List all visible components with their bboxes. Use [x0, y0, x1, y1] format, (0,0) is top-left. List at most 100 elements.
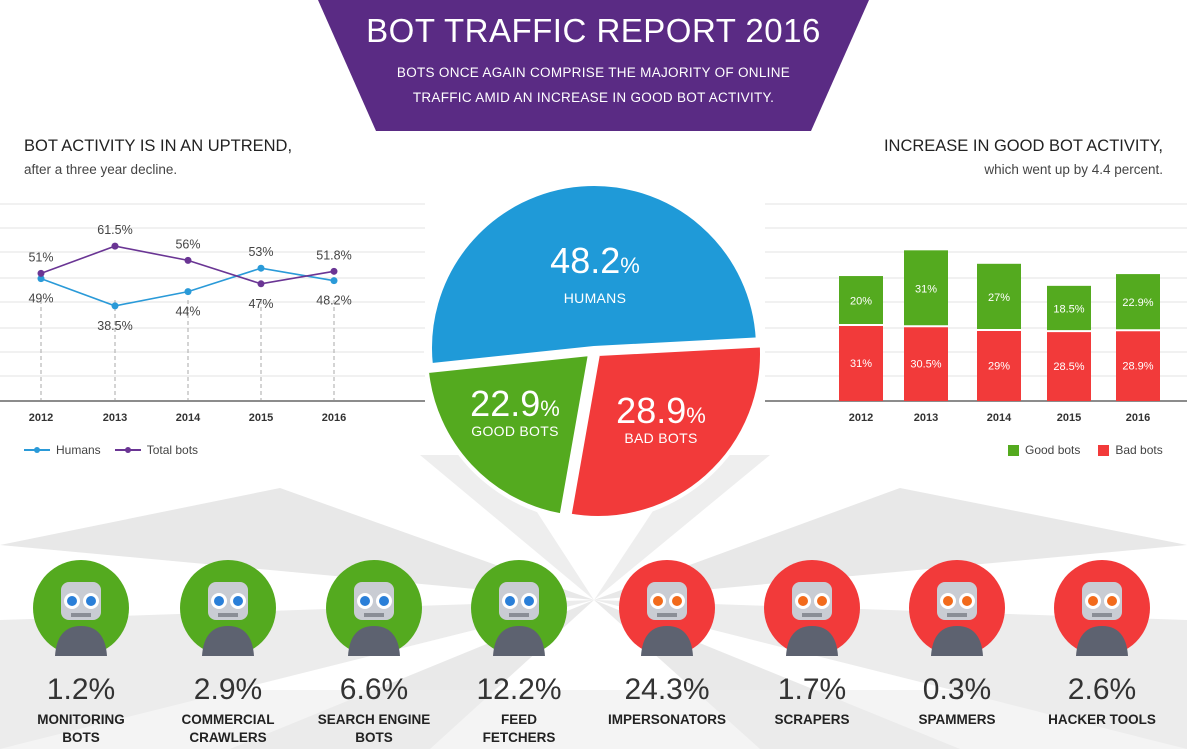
total-bots-data-label: 47%	[248, 297, 273, 311]
bot-category-name-line-2: FETCHERS	[482, 730, 556, 745]
zombie-robot-icon	[909, 560, 1005, 656]
good-bots-value-label: 18.5%	[1053, 304, 1084, 316]
humans-point	[37, 275, 45, 283]
bad-bots-value-label: 31%	[850, 358, 872, 370]
good-bots-bar	[977, 263, 1021, 330]
legend-total-bots-label: Total bots	[146, 443, 199, 457]
total-bots-point	[37, 269, 45, 277]
bot-category-percent: 1.7%	[777, 673, 847, 706]
bad-bots-legend-swatch	[1098, 444, 1110, 456]
good-bots-bar	[839, 276, 883, 326]
bad-bots-bar	[1047, 331, 1091, 401]
x-tick-label: 2016	[322, 412, 346, 424]
x-tick-label: 2014	[987, 412, 1012, 424]
line-chart-legend: Humans Total bots	[24, 443, 198, 457]
bot-category-name: HACKER TOOLS	[1027, 711, 1177, 729]
x-tick-label: 2015	[1057, 412, 1081, 424]
bot-category-name-line-2: CRAWLERS	[189, 730, 267, 745]
pie-good-bots-label: GOOD BOTS	[471, 423, 559, 439]
rays-background	[0, 455, 1187, 749]
humans-data-label: 38.5%	[97, 319, 132, 333]
pie-bad-bots-value: 28.9%	[616, 390, 706, 431]
bad-bots-bar	[1116, 330, 1160, 401]
total-bots-data-label: 51.8%	[316, 248, 351, 262]
bad-bots-value-label: 28.9%	[1122, 361, 1153, 373]
bot-category-name-line-1: FEED	[500, 712, 537, 727]
bad-bots-value-label: 28.5%	[1053, 361, 1084, 373]
bot-category-percent: 1.2%	[46, 673, 116, 706]
bot-category-name-line-1: MONITORING	[37, 712, 125, 727]
bot-category-name-line-1: COMMERCIAL	[181, 712, 275, 727]
mustache-robot-icon	[619, 560, 715, 656]
pie-slice-good-bots	[424, 351, 593, 518]
bot-category-name: MONITORING BOTS	[6, 711, 156, 747]
bad-bots-value-label: 30.5%	[910, 359, 941, 371]
bot-category-percent: 2.9%	[193, 673, 263, 706]
bot-category-name-line-1: SEARCH ENGINE	[317, 712, 431, 727]
x-tick-label: 2012	[849, 412, 873, 424]
legend-good-bots-label: Good bots	[1025, 443, 1081, 457]
humans-data-label: 48.2%	[316, 294, 351, 308]
bar-chart-legend: Good bots Bad bots	[1008, 443, 1163, 457]
x-tick-label: 2014	[176, 412, 201, 424]
courier-robot-icon	[471, 560, 567, 656]
total-bots-data-label: 61.5%	[97, 223, 132, 237]
humans-data-label: 53%	[248, 245, 273, 259]
x-tick-label: 2015	[249, 412, 273, 424]
bad-bots-bar	[977, 329, 1021, 401]
pie-slice-humans	[428, 182, 760, 368]
pie-humans-label: HUMANS	[563, 290, 627, 306]
total-bots-point	[184, 256, 192, 264]
left-section-title: BOT ACTIVITY IS IN AN UPTREND,	[24, 137, 293, 155]
humans-point	[111, 302, 119, 310]
bot-category-percent: 2.6%	[1067, 673, 1137, 706]
right-section-title: INCREASE IN GOOD BOT ACTIVITY,	[883, 137, 1163, 155]
nurse-robot-icon	[33, 560, 129, 656]
page-subtitle: BOTS ONCE AGAIN COMPRISE THE MAJORITY OF…	[0, 60, 1187, 110]
humans-point	[257, 264, 265, 272]
subtitle-line-2: TRAFFIC AMID AN INCREASE IN GOOD BOT ACT…	[412, 90, 775, 105]
hooded-robot-icon	[1054, 560, 1150, 656]
good-bots-value-label: 20%	[850, 296, 872, 308]
pie-humans-value: 48.2%	[550, 240, 640, 281]
header-banner	[318, 0, 869, 131]
bot-category-name: COMMERCIAL CRAWLERS	[153, 711, 303, 747]
good-bots-bar	[1047, 285, 1091, 332]
total-bots-data-label: 56%	[175, 237, 200, 251]
good-bots-value-label: 22.9%	[1122, 297, 1153, 309]
bot-category-name-line-1: SPAMMERS	[918, 712, 996, 727]
pie-bad-bots-label: BAD BOTS	[624, 430, 698, 446]
right-section-subtitle: which went up by 4.4 percent.	[984, 162, 1163, 177]
banner-shape	[318, 0, 869, 131]
good-bot-activity-bar-chart: 31% 20% 2012 30.5% 31% 2013 29% 27% 2014 28.5% 18.…	[765, 203, 1187, 424]
bot-category-name: FEED FETCHERS	[444, 711, 594, 747]
good-bots-value-label: 27%	[988, 292, 1010, 304]
subtitle-line-1: BOTS ONCE AGAIN COMPRISE THE MAJORITY OF…	[396, 65, 791, 80]
detective-robot-icon	[326, 560, 422, 656]
bot-category-name-line-2: BOTS	[62, 730, 100, 745]
good-bots-bar	[1116, 274, 1160, 331]
x-tick-label: 2013	[103, 412, 127, 424]
bot-activity-line-chart: 2012 2013 2014 2015 2016 49% 51% 38.5% 61.5% 44% 5…	[0, 203, 425, 424]
bot-category-name: SEARCH ENGINE BOTS	[299, 711, 449, 747]
bad-bots-bar	[904, 326, 948, 401]
humans-data-label: 44%	[175, 305, 200, 319]
total-bots-point	[111, 242, 119, 250]
bot-category-percent: 12.2%	[476, 673, 562, 706]
x-tick-label: 2013	[914, 412, 938, 424]
humans-point	[330, 277, 338, 285]
bot-category-name: IMPERSONATORS	[592, 711, 742, 729]
humans-point	[184, 288, 192, 296]
good-bots-bar	[904, 250, 948, 327]
bot-category-name: SPAMMERS	[882, 711, 1032, 729]
spider-robot-icon	[180, 560, 276, 656]
good-bots-value-label: 31%	[915, 283, 937, 295]
bot-category-name: SCRAPERS	[737, 711, 887, 729]
bot-category-name-line-2: BOTS	[355, 730, 393, 745]
bot-category-name-line-1: SCRAPERS	[774, 712, 850, 727]
legend-bad-bots-label: Bad bots	[1115, 443, 1163, 457]
legend-humans-label: Humans	[56, 443, 101, 457]
bot-category-percent: 6.6%	[339, 673, 409, 706]
bot-category-percent: 24.3%	[624, 673, 710, 706]
good-bots-legend-swatch	[1008, 444, 1019, 456]
